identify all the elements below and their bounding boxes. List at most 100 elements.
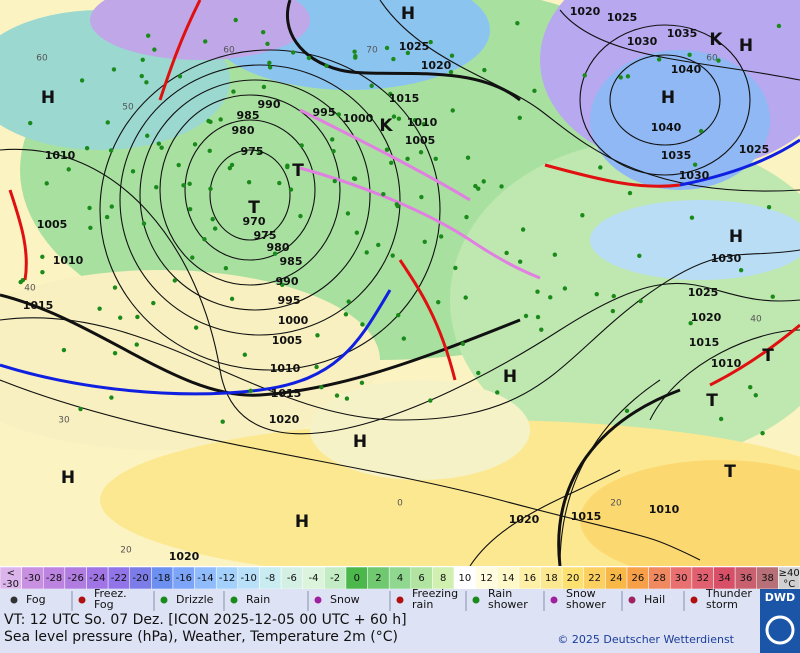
rain-symbol	[290, 50, 296, 55]
rain-symbol	[395, 203, 400, 209]
isobar-label: 1010	[270, 362, 301, 375]
legend-symbol	[628, 596, 636, 604]
rain-symbol	[112, 350, 118, 356]
rain-symbol	[465, 155, 471, 160]
rain-symbol	[562, 286, 568, 291]
rain-symbol	[87, 205, 92, 211]
rain-symbol	[716, 58, 721, 63]
isobar-label: 975	[241, 145, 264, 158]
warm-front	[544, 163, 681, 188]
scale-label: 22	[588, 573, 601, 584]
legend-symbol	[690, 596, 698, 604]
rain-symbol	[353, 54, 358, 59]
rain-symbol	[212, 226, 218, 231]
rain-symbol	[689, 215, 695, 220]
rain-symbol	[738, 267, 744, 273]
scale-label: 38	[761, 573, 774, 584]
rain-symbol	[532, 88, 537, 94]
isobars	[0, 0, 800, 566]
rain-symbol	[332, 178, 337, 184]
legend-label: Drizzle	[176, 593, 214, 606]
rain-symbol	[109, 395, 114, 400]
isobar-label: 1015	[271, 387, 302, 400]
isobar-label: 1015	[571, 510, 602, 523]
rain-symbol	[436, 299, 441, 305]
isobar-label: 1000	[343, 112, 374, 125]
isobar-label: 1030	[711, 252, 742, 265]
isobar-label: 1020	[509, 513, 540, 526]
pressure-center: T	[248, 198, 260, 218]
rain-symbol	[419, 194, 424, 200]
rain-symbol	[261, 84, 267, 90]
grid-label: 50	[122, 103, 134, 113]
rain-symbol	[453, 265, 458, 271]
rain-symbol	[390, 253, 395, 258]
scale-label: -10	[240, 573, 256, 584]
rain-symbol	[698, 128, 704, 134]
rain-symbol	[314, 364, 319, 370]
scale-label: 24	[610, 573, 623, 584]
rain-symbol	[97, 306, 102, 311]
rain-symbol	[229, 162, 235, 168]
rain-symbol	[476, 370, 481, 376]
legend-symbol	[230, 596, 238, 604]
rain-symbol	[193, 325, 199, 330]
isobar-label: 1015	[389, 92, 420, 105]
isobar-label: 980	[267, 241, 290, 254]
rain-symbol	[482, 67, 487, 73]
rain-symbol	[535, 289, 540, 294]
pressure-center: H	[295, 512, 309, 532]
legend-symbol	[472, 596, 480, 604]
rain-symbol	[334, 393, 340, 398]
isobar-label: 1025	[399, 40, 430, 53]
rain-symbol	[78, 406, 83, 412]
scale-label: -22	[111, 573, 127, 584]
rain-symbol	[208, 186, 213, 192]
rain-symbol	[460, 341, 466, 347]
rain-symbol	[66, 167, 71, 172]
rain-symbol	[523, 313, 529, 319]
legend-label: shower	[566, 598, 606, 611]
occluded-front	[299, 166, 541, 280]
pressure-center: T	[724, 462, 736, 482]
isobar-label: 980	[232, 124, 255, 137]
rain-symbol	[265, 41, 270, 47]
grid-label: 40	[24, 284, 36, 294]
rain-symbol	[396, 116, 402, 121]
rain-symbol	[267, 65, 273, 70]
cold-front	[679, 138, 800, 187]
rain-symbol	[111, 67, 117, 72]
rain-symbol	[535, 314, 541, 320]
grid-label: 60	[223, 46, 235, 56]
rain-symbol	[181, 183, 186, 188]
isobar-label: 990	[276, 275, 299, 288]
rain-symbol	[598, 165, 603, 170]
rain-symbol	[109, 204, 114, 209]
scale-label: 8	[440, 573, 446, 584]
rain-symbol	[233, 17, 238, 23]
rain-symbol	[208, 119, 213, 125]
rain-symbol	[315, 333, 320, 338]
scale-label: ≥40	[779, 568, 800, 579]
rain-symbol	[223, 266, 229, 271]
rain-symbol	[504, 250, 509, 256]
rain-symbol	[418, 150, 424, 155]
parameter-description: Sea level pressure (hPa), Weather, Tempe…	[4, 629, 398, 645]
scale-label: 10	[458, 573, 471, 584]
rain-symbol	[421, 121, 426, 127]
rain-symbol	[299, 143, 304, 148]
scale-label: -8	[265, 573, 275, 584]
isobar-label: 1020	[269, 413, 300, 426]
rain-symbol	[246, 180, 252, 185]
rain-symbol	[552, 252, 558, 257]
rain-symbol	[718, 416, 724, 422]
rain-symbol	[44, 181, 49, 186]
rain-symbol	[203, 39, 208, 44]
scale-label: <	[7, 568, 15, 579]
grid-label: 70	[366, 46, 378, 56]
valid-time: VT: 12 UTC So. 07 Dez. [ICON 2025-12-05 …	[4, 612, 407, 628]
scale-label: 0	[354, 573, 360, 584]
isobar-label: 1020	[421, 59, 452, 72]
rain-symbol	[135, 314, 140, 320]
scale-label: -30	[24, 573, 40, 584]
